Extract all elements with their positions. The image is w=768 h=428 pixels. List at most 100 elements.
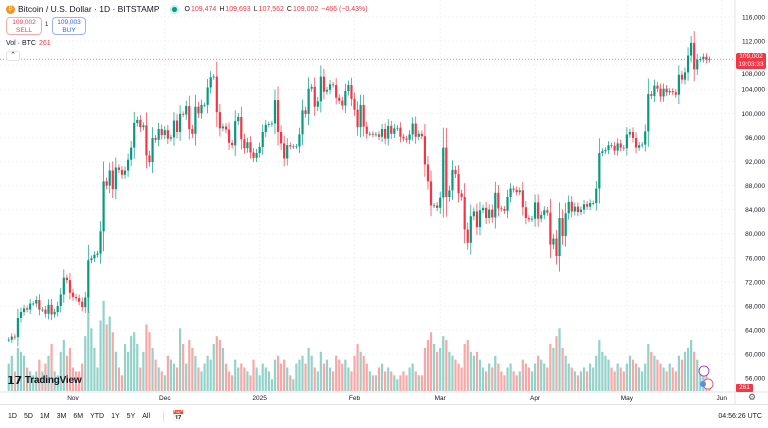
candle-body	[524, 207, 527, 219]
utc-clock[interactable]: 04:56:26 UTC	[718, 413, 762, 420]
volume-bar	[448, 351, 451, 391]
price-axis-label: 100,000	[742, 111, 766, 118]
volume-bar	[546, 367, 549, 391]
volume-bar	[120, 375, 124, 391]
volume-legend[interactable]: Vol · BTC 261	[6, 40, 51, 47]
candle-body	[166, 130, 169, 139]
candle-body	[74, 296, 78, 299]
candle-body	[432, 205, 436, 207]
candle-body	[396, 127, 399, 129]
volume-bar	[680, 359, 684, 391]
volume-bar	[341, 363, 344, 391]
volume-bar	[218, 340, 221, 391]
candle-body	[154, 138, 157, 140]
volume-bar	[130, 336, 133, 391]
volume-bar	[497, 363, 500, 391]
candle-body	[384, 128, 387, 139]
volume-bar	[298, 359, 301, 391]
candle-body	[579, 209, 583, 213]
volume-tag: 261	[736, 384, 753, 392]
volume-bar	[249, 375, 252, 391]
sell-button[interactable]: 109,002 SELL	[6, 17, 42, 35]
candle-body	[218, 112, 221, 129]
symbol-title[interactable]: Bitcoin / U.S. Dollar · 1D · BITSTAMP	[18, 4, 160, 14]
candle-body	[488, 209, 491, 219]
candle-body	[485, 207, 488, 219]
candle-body	[543, 210, 546, 216]
candle-body	[267, 124, 270, 125]
candle-body	[374, 134, 378, 136]
price-axis-label: 64,000	[745, 328, 765, 335]
brand-name: TradingView	[24, 375, 82, 386]
candle-body	[377, 134, 381, 137]
range-1y[interactable]: 1Y	[111, 413, 120, 420]
tradingview-logo[interactable]: 𝟭𝟳 TradingView	[7, 374, 82, 387]
volume-bar	[494, 355, 497, 391]
range-6m[interactable]: 6M	[73, 413, 84, 420]
candle-body	[68, 280, 72, 293]
candle-body	[380, 128, 384, 137]
tradingview-mark-icon: 𝟭𝟳	[7, 375, 22, 387]
candle-body	[604, 150, 607, 152]
candle-body	[475, 211, 479, 228]
range-ytd[interactable]: YTD	[90, 413, 105, 420]
candle-body	[133, 122, 136, 148]
candle-body	[353, 98, 356, 110]
volume-bar	[579, 371, 583, 391]
volume-bar	[307, 347, 310, 391]
range-3m[interactable]: 3M	[56, 413, 67, 420]
volume-bar	[408, 367, 411, 391]
price-axis-label: 80,000	[745, 231, 765, 238]
candle-body	[533, 202, 537, 219]
bitcoin-logo-icon: ₿	[6, 4, 15, 14]
candle-body	[699, 59, 702, 60]
volume-bar	[677, 355, 680, 391]
settings-gear-icon[interactable]: ⚙	[748, 392, 757, 402]
candle-body	[224, 126, 228, 130]
time-axis-label: Feb	[349, 395, 361, 402]
candle-body	[414, 123, 417, 137]
candle-body	[47, 304, 50, 314]
candle-body	[246, 142, 249, 149]
volume-bar	[283, 359, 286, 391]
last-price: 109,002	[739, 53, 763, 60]
price-axis-label: 68,000	[745, 303, 765, 310]
candle-body	[702, 56, 705, 60]
range-5y[interactable]: 5Y	[126, 413, 136, 420]
candle-body	[307, 88, 310, 114]
volume-bar	[610, 367, 613, 391]
volume-bar	[197, 367, 200, 391]
volume-bar	[276, 355, 280, 391]
open-value: 109,474	[191, 5, 217, 13]
volume-bar	[338, 359, 341, 391]
range-1d[interactable]: 1D	[8, 413, 17, 420]
volume-bar	[638, 367, 641, 391]
open-label: O	[184, 5, 190, 13]
volume-bar	[671, 367, 674, 391]
candle-body	[399, 127, 402, 137]
volume-bar	[65, 355, 68, 391]
volume-bar	[231, 375, 234, 391]
volume-bar	[696, 359, 699, 391]
range-5d[interactable]: 5D	[23, 413, 33, 420]
volume-bar	[353, 355, 356, 391]
buy-button[interactable]: 109,003 BUY	[52, 17, 86, 35]
volume-bar	[41, 371, 44, 391]
candle-body	[50, 304, 53, 315]
volume-bar	[659, 363, 662, 391]
collapse-legend-button[interactable]: ⌃	[6, 51, 20, 61]
candle-body	[362, 104, 365, 127]
range-all[interactable]: All	[142, 413, 151, 420]
volume-bar	[634, 363, 638, 391]
price-chart[interactable]: 116,000 112,000 108,000 104,000 100,000 96,00…	[0, 0, 768, 404]
news-event-icon	[700, 381, 706, 387]
range-1m[interactable]: 1M	[39, 413, 50, 420]
volume-bar	[273, 359, 277, 391]
date-range-calendar-icon[interactable]: 📅	[163, 411, 184, 422]
candle-body	[540, 215, 543, 219]
volume-bar	[136, 343, 139, 391]
price-axis-label: 112,000	[742, 39, 765, 46]
candle-body	[634, 138, 638, 148]
market-status-icon	[171, 6, 177, 12]
candle-body	[328, 84, 332, 90]
